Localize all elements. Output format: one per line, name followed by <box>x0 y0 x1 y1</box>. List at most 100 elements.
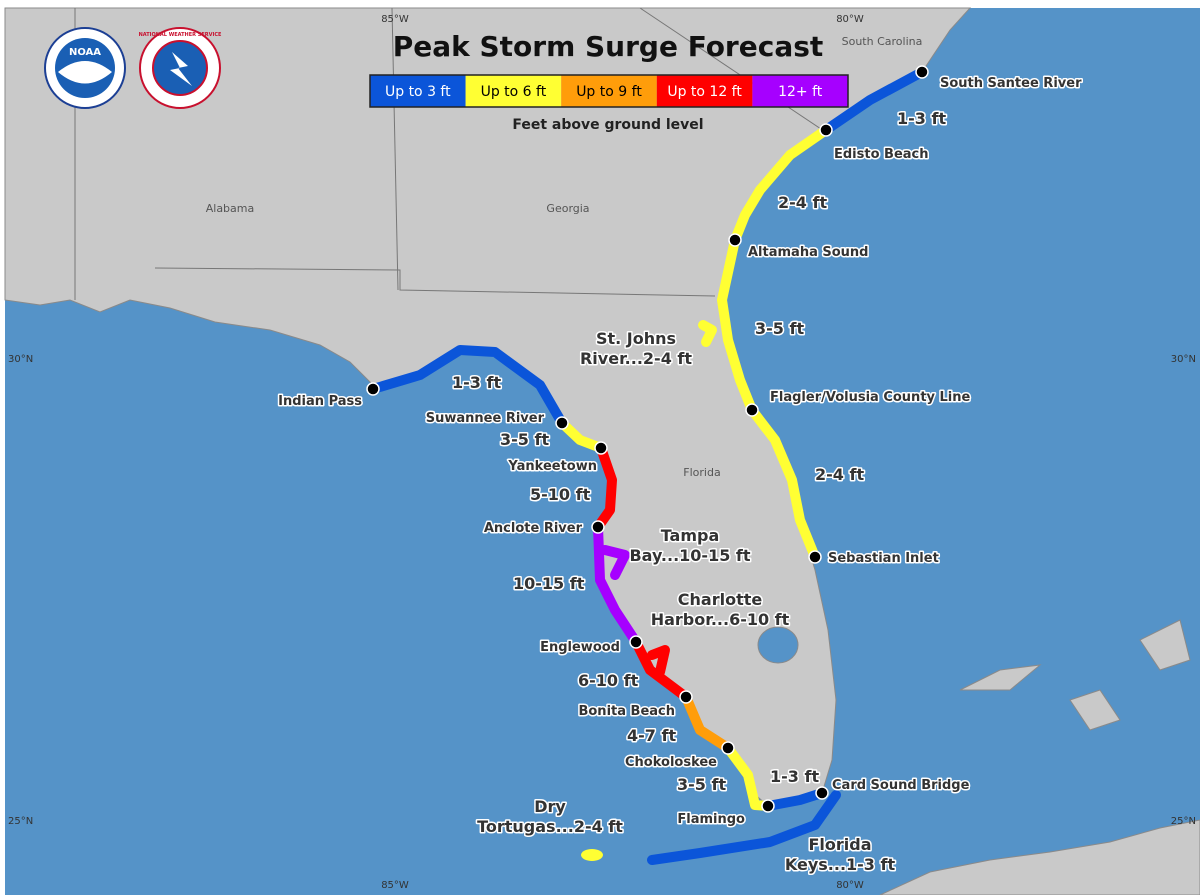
region-label: South Carolina <box>842 35 923 48</box>
surge-segment <box>821 67 927 135</box>
location-point <box>555 416 569 430</box>
surge-label: 3-5 ft <box>500 430 549 449</box>
legend-border <box>369 74 849 108</box>
surge-segment <box>557 418 606 453</box>
location-point <box>366 382 380 396</box>
legend-label: Up to 9 ft <box>576 84 642 100</box>
area-label-line: Harbor...6-10 ft <box>651 610 790 629</box>
surge-area <box>581 849 603 861</box>
legend: Up to 3 ft Up to 6 ft Up to 9 ft Up to 12 f… <box>369 74 849 108</box>
area-label-line: Charlotte <box>678 590 763 609</box>
location-point <box>815 786 829 800</box>
area-label: Tampa Bay...10-15 ft <box>629 526 750 565</box>
surge-label: 1-3 ft <box>897 109 946 128</box>
surge-segment <box>600 545 630 580</box>
region-label: South Carolina <box>842 35 923 48</box>
location-label: Bonita Beach <box>578 704 675 719</box>
lake-okeechobee <box>757 626 799 664</box>
surge-label: 3-5 ft <box>677 775 726 794</box>
area-label-line: Dry <box>534 797 566 816</box>
surge-label: 1-3 ft <box>770 767 819 786</box>
bahamas <box>959 619 1191 731</box>
legend-label: Up to 6 ft <box>481 84 547 100</box>
region-label: Georgia <box>546 202 589 215</box>
surge-segment <box>717 235 757 415</box>
area-label: Dry Tortugas...2-4 ft <box>477 797 623 836</box>
location-label: Altamaha Sound <box>748 245 869 260</box>
location-label-line: Flagler/Volusia County Line <box>770 390 971 405</box>
location-label: Indian Pass <box>278 394 362 409</box>
cuba <box>879 819 1200 895</box>
surge-label: 10-15 ft <box>513 574 585 593</box>
area-label-line: Tortugas...2-4 ft <box>477 817 623 836</box>
area-label: Florida Keys...1-3 ft <box>785 835 896 874</box>
longitude-label: 80°W <box>836 880 864 891</box>
legend-label: Up to 3 ft <box>385 84 451 100</box>
location-point <box>629 635 643 649</box>
surge-label: 5-10 ft <box>530 485 591 504</box>
location-point <box>594 441 608 455</box>
location-point <box>808 550 822 564</box>
surge-segment <box>747 405 820 562</box>
surge-segment <box>681 692 733 753</box>
location-label: Yankeetown <box>507 459 597 474</box>
location-label: Sebastian Inlet <box>828 551 939 566</box>
surge-segment <box>698 320 717 347</box>
state-border <box>74 7 831 300</box>
location-label: Flagler/Volusia County Line <box>770 390 971 405</box>
location-point <box>591 520 605 534</box>
title: Peak Storm Surge Forecast <box>393 30 824 63</box>
nws-logo: NATIONAL WEATHER SERVICE <box>139 27 222 109</box>
logo-text: NATIONAL WEATHER SERVICE <box>139 32 222 38</box>
area-label-line: Bay...10-15 ft <box>629 546 750 565</box>
location-point <box>721 741 735 755</box>
location-label: Anclote River <box>484 521 583 536</box>
location-label: Flamingo <box>677 812 745 827</box>
latitude-label: 30°N <box>1171 354 1196 365</box>
area-label-line: St. Johns <box>596 329 676 348</box>
location-point <box>745 403 759 417</box>
longitude-label: 85°W <box>381 880 409 891</box>
location-points <box>366 65 929 813</box>
surge-label: 6-10 ft <box>578 671 639 690</box>
legend-swatch <box>656 75 753 107</box>
region-label: Alabama <box>206 202 255 215</box>
latitude-label: 30°N <box>8 354 33 365</box>
legend-swatch <box>752 75 848 107</box>
area-label: St. Johns River...2-4 ft <box>580 329 692 368</box>
area-label: Charlotte Harbor...6-10 ft <box>651 590 790 629</box>
surge-label: 1-3 ft <box>452 373 501 392</box>
noaa-logo: NOAA <box>44 27 126 109</box>
logo-text: NOAA <box>69 47 101 58</box>
surge-segment <box>730 125 831 245</box>
region-label: Florida <box>683 466 720 479</box>
surge-label: 2-4 ft <box>778 193 827 212</box>
surge-segment <box>763 788 827 811</box>
surge-label: 4-7 ft <box>627 726 676 745</box>
surge-segments <box>368 67 927 865</box>
legend-swatch <box>370 75 466 107</box>
latitude-label: 25°N <box>1171 816 1196 827</box>
location-label: Edisto Beach <box>834 147 929 162</box>
longitude-label: 80°W <box>836 14 864 25</box>
surge-segment <box>593 443 617 532</box>
area-label-line: Florida <box>808 835 871 854</box>
surge-segment <box>631 637 691 702</box>
area-label-line: Tampa <box>661 526 720 545</box>
longitude-label: 85°W <box>381 14 409 25</box>
surge-segment <box>647 790 841 865</box>
legend-swatch <box>561 75 657 107</box>
surge-segment <box>647 645 670 677</box>
location-point <box>819 123 833 137</box>
latitude-label: 25°N <box>8 816 33 827</box>
location-label: Suwannee River <box>426 411 545 426</box>
location-point <box>915 65 929 79</box>
legend-swatch <box>465 75 562 107</box>
location-point <box>761 799 775 813</box>
surge-segment <box>368 345 567 428</box>
location-label: Chokoloskee <box>625 755 717 770</box>
area-label-line: Keys...1-3 ft <box>785 855 896 874</box>
surge-segment <box>593 522 641 647</box>
